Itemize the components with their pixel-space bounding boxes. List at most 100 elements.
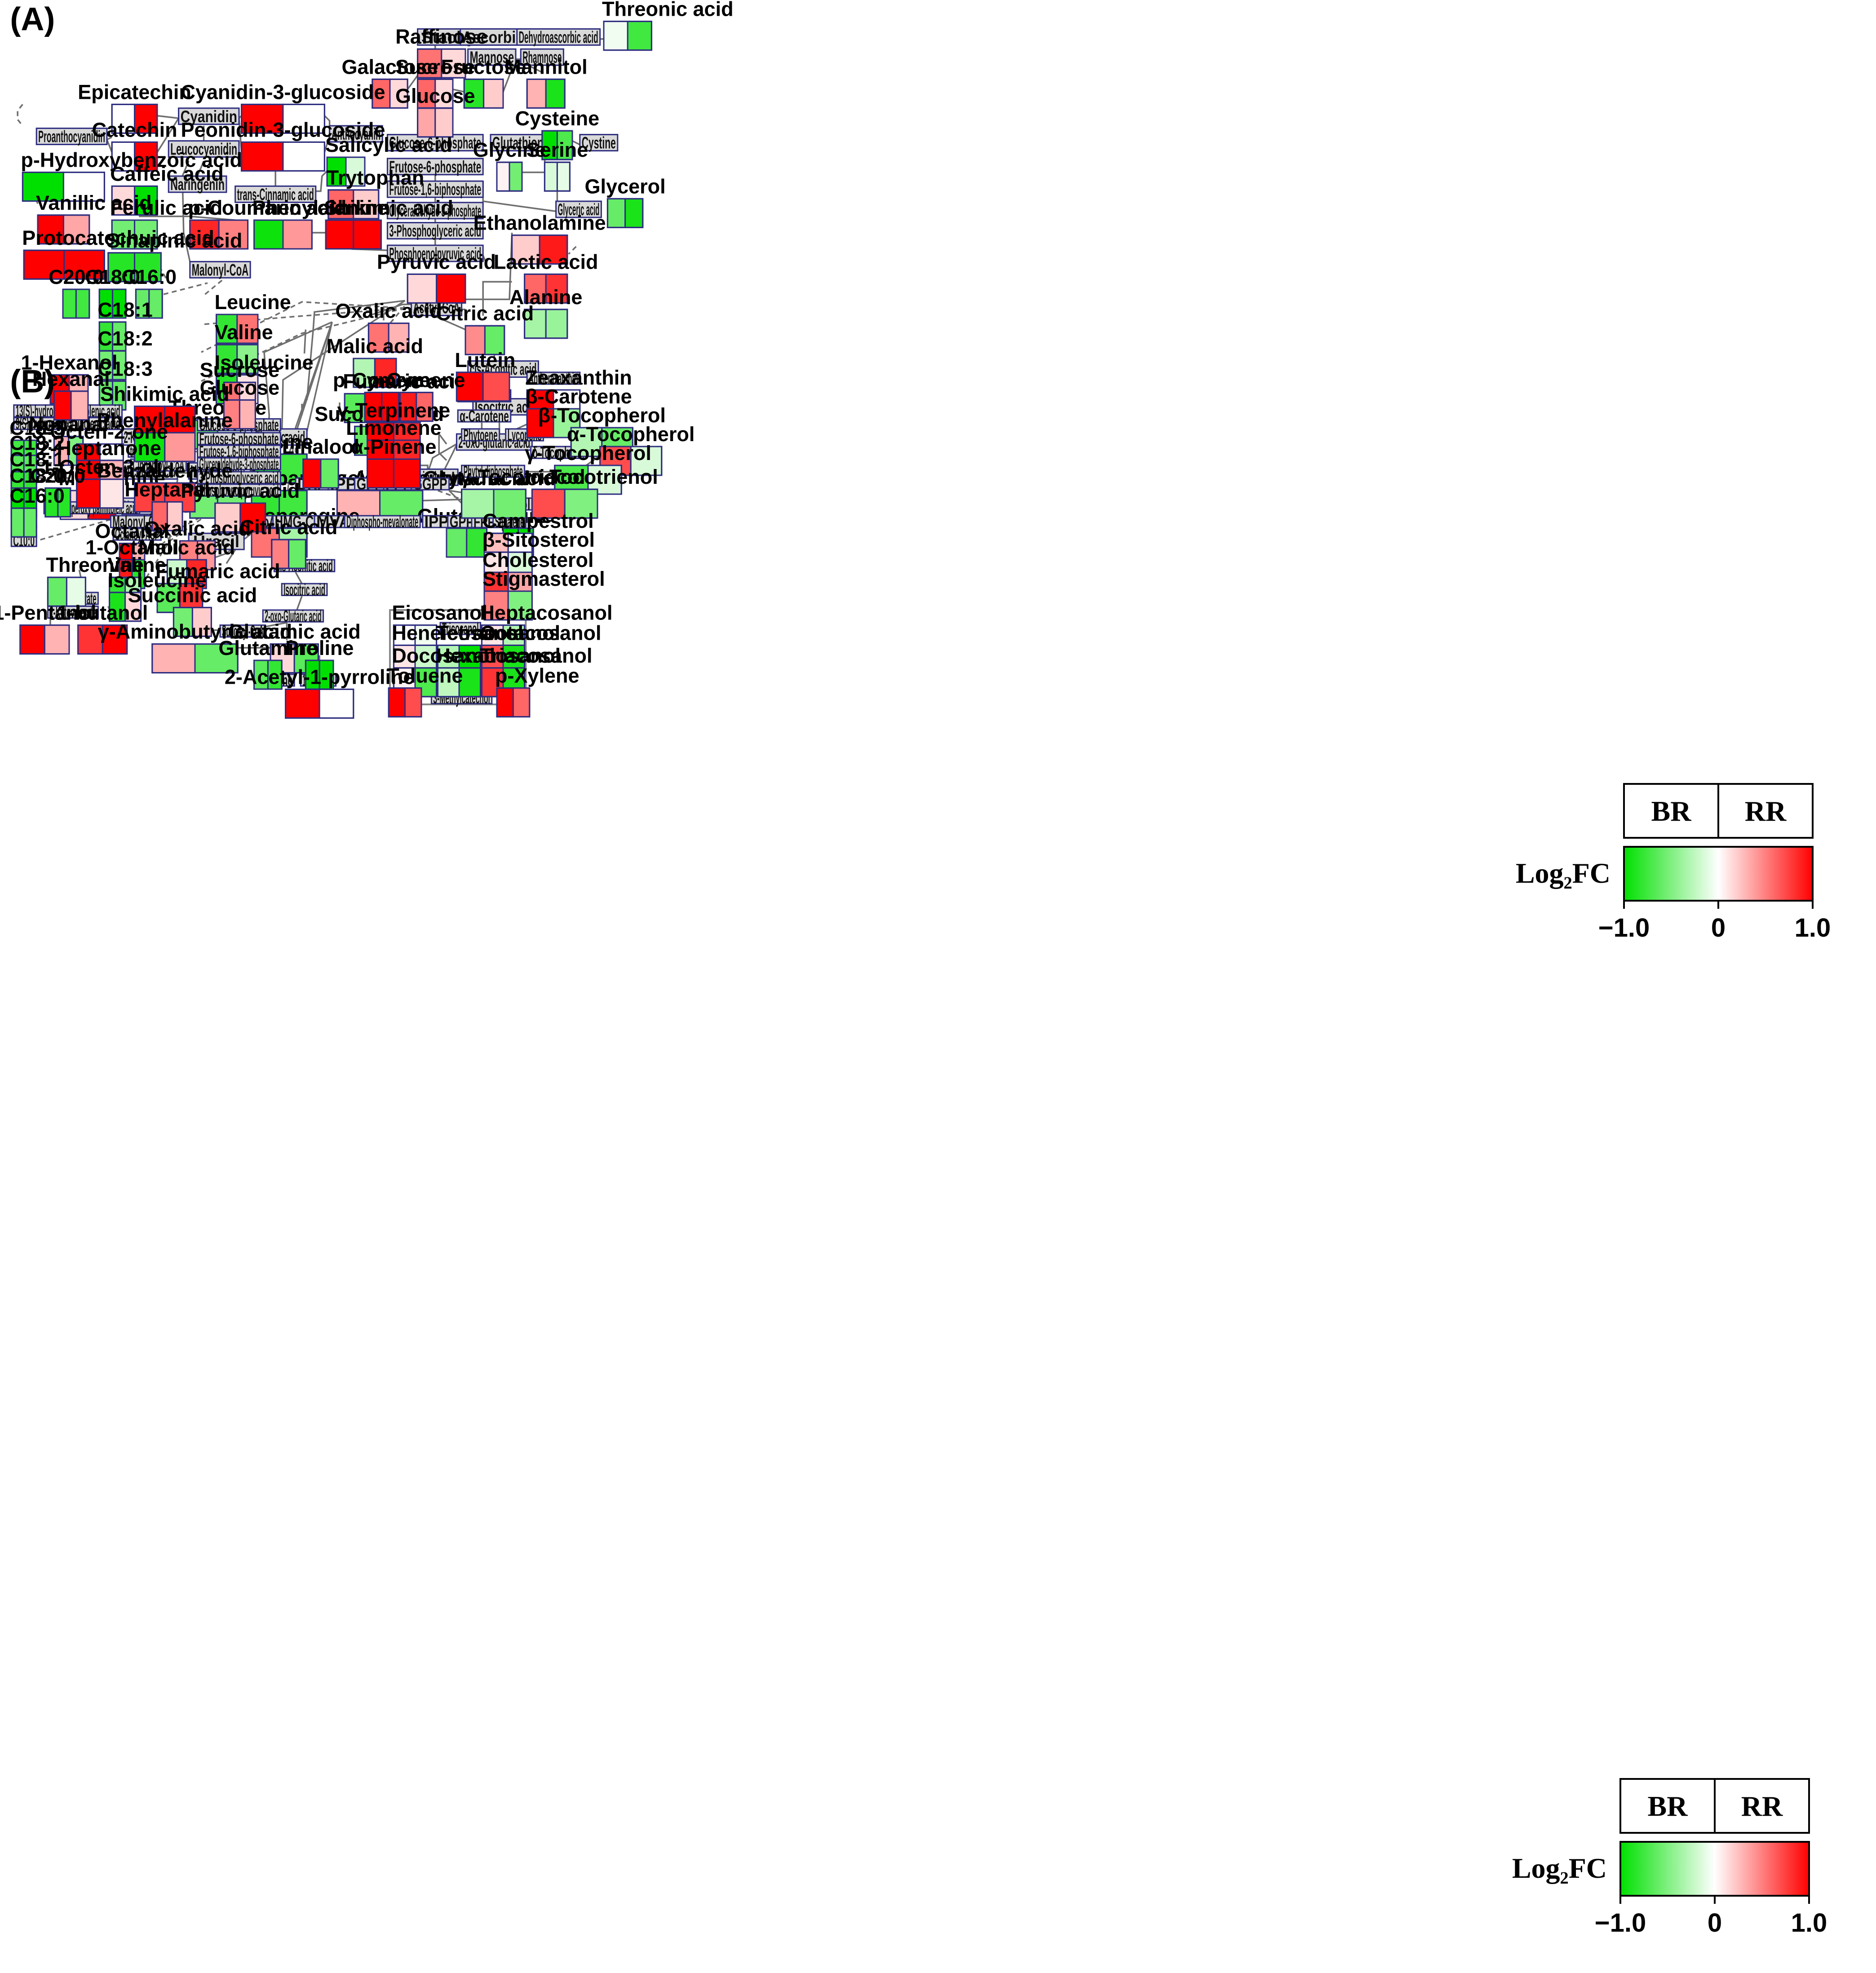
panel-b-label: (B) [10, 364, 55, 400]
intermediate-carotene: α-Carotene [457, 407, 512, 425]
metabolite-1-butanol: 1-butanol [57, 602, 148, 655]
heatmap-cell-br [253, 219, 284, 250]
metabolite-toluene: Toluene [387, 664, 463, 718]
intermediate-ipp: IPP [422, 513, 451, 531]
heatmap-cell-br [241, 141, 284, 172]
intermediate-box [386, 158, 484, 176]
heatmap-outline [53, 390, 89, 421]
metabolite-label: Galactose [341, 55, 438, 78]
metabolite-label: Glucose [200, 376, 280, 399]
intermediate-naringenin: Naringenin [168, 175, 227, 194]
metabolite-label: Ferulic acid [110, 196, 222, 219]
heatmap-outline [388, 687, 422, 718]
intermediate-label: Glyceraldehyde-3-phosphate [389, 202, 481, 220]
metabolite-label: Mannitol [504, 55, 588, 78]
heatmap-cell-br [603, 21, 628, 51]
heatmap-outline [465, 325, 505, 355]
heatmap-outline [483, 590, 533, 621]
intermediate-box [168, 175, 227, 193]
heatmap-outline [544, 161, 571, 192]
metabolite-label: Salicylic acid [325, 133, 452, 156]
solid-connector [461, 232, 513, 301]
intermediate-3-phosphoglyceric-acid: 3-Phosphoglyceric acid [386, 222, 484, 240]
metabolite-label: Ethanolamine [473, 212, 606, 234]
heatmap-outline [77, 624, 128, 655]
intermediate-glyceraldehyde-3-phosphate: Glyceraldehyde-3-phosphate [197, 455, 281, 473]
intermediate-antheraxanthin: Antheraxanthin [526, 369, 581, 388]
heatmap-cell-br [302, 458, 322, 489]
heatmap-outline [526, 408, 581, 438]
dashed-connector [137, 509, 216, 591]
intermediate-box [197, 471, 281, 484]
intermediate-label: Anthocyanin [332, 125, 381, 143]
heatmap-cell-rr [75, 288, 90, 319]
heatmap-cell-rr [282, 141, 325, 172]
intermediate-box [234, 185, 317, 203]
intermediate-2-oxo-glutaric-acid: 2-oxo-Glutaric acid [262, 607, 324, 625]
metabolite-label: Glucose [395, 84, 475, 107]
intermediate-label: Glyceraldehyde-3-phosphate [199, 455, 279, 473]
intermediate-trans-cinnamic-acid: trans-Cinnamic acid [234, 185, 317, 203]
metabolite-1-pentanol: 1-Pentanol [0, 602, 96, 655]
legend-mid: 0 [1711, 913, 1726, 942]
metabolite-hexacosanol: Hexacosanol [436, 644, 561, 698]
heatmap-cell-rr [62, 172, 105, 202]
intermediate-box [262, 609, 324, 623]
heatmap-cell-rr [320, 458, 339, 489]
heatmap-outline [526, 78, 566, 109]
metabolite-label: Glycine [473, 138, 546, 161]
heatmap-outline [216, 344, 259, 374]
dashed-connector [150, 251, 168, 281]
solid-connector [303, 329, 307, 354]
heatmap-outline [22, 172, 105, 202]
metabolite-tocotriecol: γ-Tocotriecol [460, 465, 585, 519]
metabolite-label: Toluene [387, 664, 463, 687]
metabolite-caffeic-acid: Caffeic acid [110, 162, 224, 216]
intermediate-frutose-1-6-biphosphate: Frutose-1,6-biphosphate [386, 180, 484, 199]
intermediate-box [579, 134, 619, 152]
metabolite-label: 2-Heptanone [39, 437, 161, 460]
metabolite-leucine: Leucine [215, 291, 291, 344]
heatmap-outline [189, 219, 249, 250]
metabolite-label: Glutamine [218, 637, 317, 659]
intermediate-label: IPP [425, 513, 449, 531]
solid-connector [572, 140, 580, 146]
metabolite-label: Eicosanol [392, 602, 487, 624]
metabolite-label: Fumaric acid [155, 560, 280, 583]
metabolite-valine: Valine [215, 321, 273, 374]
heatmap-outline [399, 392, 434, 422]
solid-connector [106, 139, 113, 153]
metabolite-threonine: Threonine [46, 553, 144, 607]
metabolite-oxalic-acid: Oxalic acid [335, 300, 442, 353]
metabolite-catechin: Catechin [92, 118, 177, 172]
intermediate-tricosanol: Tricosanol [439, 619, 482, 638]
heatmap-cell-br [111, 103, 136, 134]
metabolite-c20-0: C20:0 [31, 464, 85, 518]
heatmap-cell-rr [493, 488, 527, 519]
heatmap-cell-rr [239, 399, 256, 429]
intermediate-diphospho-mevalonate: Diphospho-mevalonate [344, 513, 421, 531]
heatmap-outline [37, 214, 90, 245]
metabolite-label: Nonanal [29, 413, 109, 436]
metabolite-label: γ-Tocopherol [525, 442, 651, 464]
heatmap-cell-br [10, 507, 25, 538]
heatmap-outline [151, 643, 239, 674]
heatmap-outline [98, 350, 127, 380]
heatmap-outline [216, 314, 259, 344]
solid-connector [368, 303, 411, 317]
metabolite-label: Lactic acid [494, 250, 598, 273]
metabolite-label: Phenylalanine [97, 409, 233, 432]
metabolite-label: Citric acid [240, 516, 338, 539]
metabolite-glucose: Glucose [395, 84, 475, 138]
metabolite-glycerol: Glycerol [585, 175, 666, 228]
metabolite-sinapinic-acid: Sinapinic acid [106, 229, 242, 283]
metabolite-label: o-Cymene [367, 369, 465, 392]
heatmap-outline [134, 432, 196, 462]
heatmap-cell-rr [388, 323, 410, 353]
metabolite-label: Lutein [455, 349, 515, 372]
metabolite-label: C16:0 [9, 484, 65, 507]
metabolite-label: Threonic acid [602, 0, 734, 21]
metabolite-mannitol: Mannitol [504, 55, 588, 109]
heatmap-outline [173, 606, 212, 637]
